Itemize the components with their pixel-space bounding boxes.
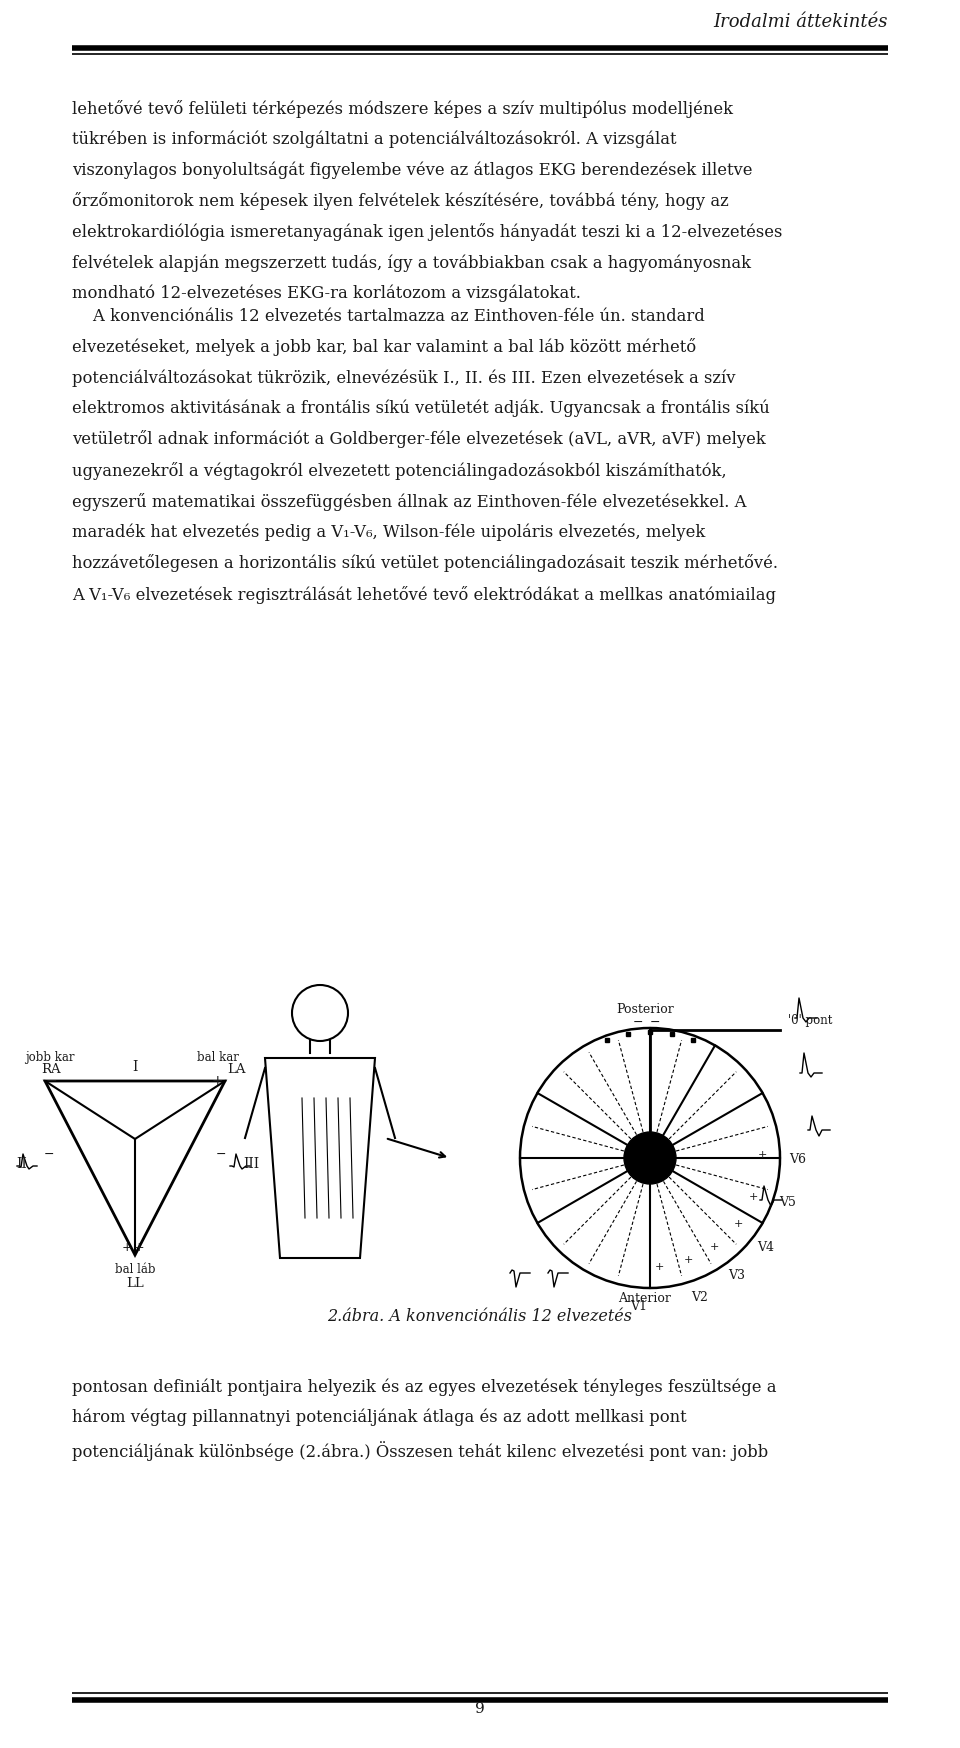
Text: LA: LA (227, 1063, 246, 1077)
Text: +: + (211, 1073, 223, 1087)
Text: +: + (133, 1241, 144, 1253)
Text: '0' pont: '0' pont (788, 1014, 832, 1028)
Text: V5: V5 (780, 1196, 796, 1210)
Text: −: − (650, 1016, 660, 1030)
Text: V6: V6 (789, 1154, 806, 1166)
Text: Irodalmi áttekintés: Irodalmi áttekintés (713, 12, 888, 31)
Text: V2: V2 (691, 1292, 708, 1304)
Text: lehetővé tevő felületi térképezés módszere képes a szív multipólus modelljének
t: lehetővé tevő felületi térképezés módsze… (72, 100, 782, 302)
Text: +: + (684, 1255, 693, 1266)
Circle shape (624, 1133, 676, 1183)
Text: V1: V1 (631, 1301, 648, 1313)
Text: Posterior: Posterior (616, 1003, 674, 1016)
Text: −: − (44, 1148, 55, 1161)
Text: +: + (733, 1218, 743, 1229)
Text: II: II (16, 1157, 27, 1171)
Text: +: + (655, 1262, 664, 1271)
Text: V3: V3 (728, 1269, 745, 1281)
Text: LL: LL (126, 1278, 144, 1290)
Text: III: III (243, 1157, 259, 1171)
Text: +: + (122, 1241, 132, 1253)
Text: Anterior: Anterior (618, 1292, 671, 1306)
Text: 9: 9 (475, 1703, 485, 1717)
Text: −: − (216, 1148, 227, 1161)
Text: jobb kar: jobb kar (25, 1051, 75, 1065)
Text: pontosan definiált pontjaira helyezik és az egyes elvezetések tényleges feszülts: pontosan definiált pontjaira helyezik és… (72, 1377, 777, 1461)
Text: −: − (45, 1073, 57, 1087)
Text: +: + (749, 1192, 758, 1203)
Text: V4: V4 (756, 1241, 774, 1253)
Text: +: + (757, 1150, 767, 1161)
Text: bal láb: bal láb (115, 1264, 156, 1276)
Text: RA: RA (41, 1063, 60, 1077)
Text: A konvenciónális 12 elvezetés tartalmazza az Einthoven-féle ún. standard
elvezet: A konvenciónális 12 elvezetés tartalmazz… (72, 308, 778, 603)
Text: 2.ábra. A konvenciónális 12 elvezetés: 2.ábra. A konvenciónális 12 elvezetés (327, 1308, 633, 1325)
Text: −: − (633, 1016, 643, 1030)
Text: I: I (132, 1059, 137, 1073)
Text: +: + (709, 1241, 719, 1252)
Text: bal kar: bal kar (197, 1051, 239, 1065)
